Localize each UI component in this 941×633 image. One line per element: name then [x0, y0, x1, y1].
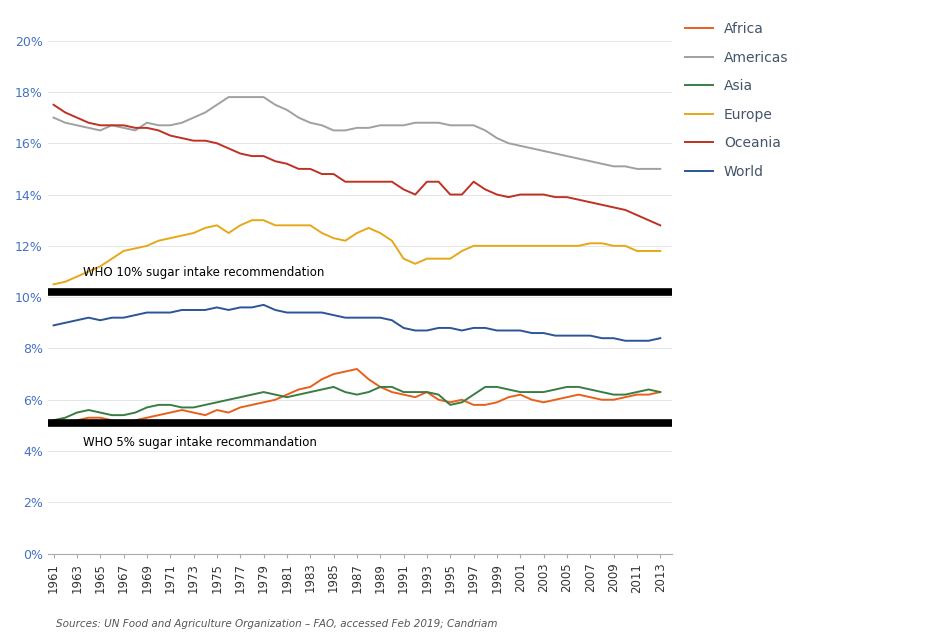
Africa — [468, 401, 479, 409]
Asia — [655, 388, 666, 396]
Europe — [444, 255, 455, 263]
Europe — [409, 260, 421, 268]
Line: Europe: Europe — [54, 220, 661, 284]
Africa — [433, 396, 444, 404]
Africa — [48, 417, 59, 424]
World — [212, 304, 223, 311]
Africa — [456, 396, 468, 404]
World — [422, 327, 433, 334]
Oceania — [212, 139, 223, 147]
Line: Oceania: Oceania — [54, 105, 661, 225]
Americas — [444, 122, 455, 129]
Americas — [456, 122, 468, 129]
Americas — [655, 165, 666, 173]
Oceania — [48, 101, 59, 109]
World — [619, 337, 630, 344]
Line: Asia: Asia — [54, 387, 661, 420]
Europe — [526, 242, 537, 249]
World — [258, 301, 269, 309]
Americas — [409, 119, 421, 127]
Asia — [526, 388, 537, 396]
Asia — [597, 388, 608, 396]
Oceania — [655, 222, 666, 229]
Asia — [422, 388, 433, 396]
Text: WHO 5% sugar intake recommandation: WHO 5% sugar intake recommandation — [83, 436, 316, 449]
Oceania — [433, 178, 444, 185]
Text: WHO 10% sugar intake recommendation: WHO 10% sugar intake recommendation — [83, 266, 324, 279]
Europe — [247, 216, 258, 224]
Oceania — [409, 191, 421, 198]
Europe — [422, 255, 433, 263]
Africa — [59, 419, 71, 427]
World — [48, 322, 59, 329]
Line: World: World — [54, 305, 661, 341]
World — [409, 327, 421, 334]
Asia — [48, 417, 59, 424]
Line: Africa: Africa — [54, 369, 661, 423]
World — [655, 334, 666, 342]
World — [526, 329, 537, 337]
Asia — [444, 401, 455, 409]
Americas — [422, 119, 433, 127]
Americas — [223, 93, 234, 101]
Africa — [351, 365, 362, 373]
Asia — [409, 388, 421, 396]
Americas — [526, 144, 537, 152]
Americas — [631, 165, 643, 173]
Europe — [655, 247, 666, 254]
World — [456, 327, 468, 334]
Europe — [48, 280, 59, 288]
World — [444, 324, 455, 332]
Asia — [212, 399, 223, 406]
Africa — [422, 388, 433, 396]
Text: Sources: UN Food and Agriculture Organization – FAO, accessed Feb 2019; Candriam: Sources: UN Food and Agriculture Organiz… — [56, 618, 498, 629]
Europe — [597, 239, 608, 247]
Americas — [48, 114, 59, 122]
Americas — [212, 101, 223, 109]
Africa — [223, 409, 234, 417]
Africa — [655, 388, 666, 396]
Oceania — [584, 199, 596, 206]
Oceania — [398, 185, 409, 193]
Europe — [212, 222, 223, 229]
Africa — [538, 399, 550, 406]
Oceania — [515, 191, 526, 198]
Line: Americas: Americas — [54, 97, 661, 169]
Asia — [327, 383, 339, 391]
Legend: Africa, Americas, Asia, Europe, Oceania, World: Africa, Americas, Asia, Europe, Oceania,… — [685, 22, 789, 179]
